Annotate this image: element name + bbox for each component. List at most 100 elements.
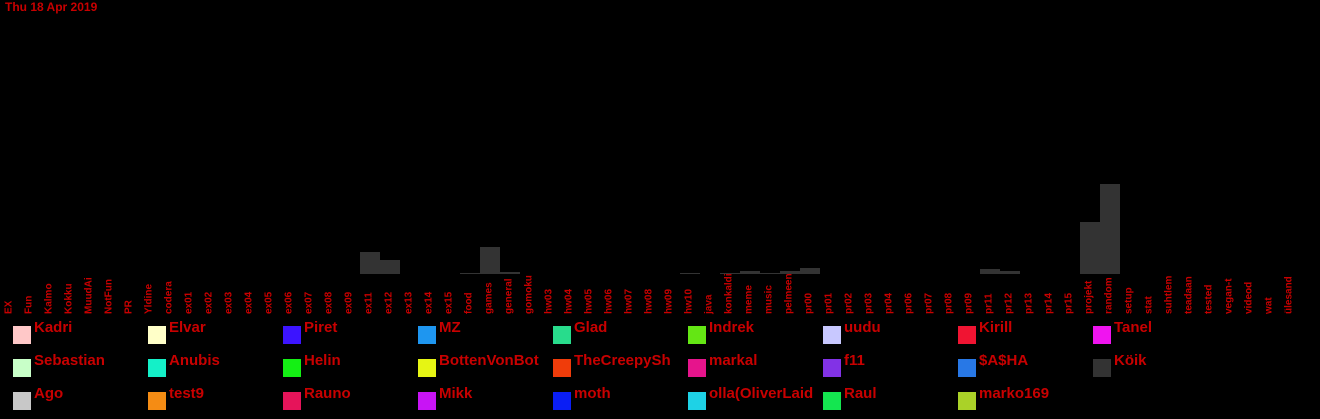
x-tick-label: general: [504, 278, 515, 314]
legend-label: Glad: [574, 319, 607, 336]
legend-swatch: [1093, 359, 1111, 377]
x-tick-label: NotFun: [104, 279, 115, 314]
legend-swatch: [823, 326, 841, 344]
x-tick-label: pr13: [1024, 292, 1035, 314]
legend-swatch: [688, 359, 706, 377]
legend-swatch: [823, 392, 841, 410]
legend-label: TheCreepySh: [574, 352, 671, 369]
x-tick-label: codera: [164, 281, 175, 314]
x-tick-label: pr09: [964, 292, 975, 314]
x-tick-label: stat: [1144, 296, 1155, 314]
x-tick-label: ex12: [384, 291, 395, 314]
x-tick-label: java: [704, 294, 715, 315]
legend-label: Tanel: [1114, 319, 1152, 336]
legend-swatch: [283, 359, 301, 377]
x-tick-label: ex06: [284, 291, 295, 314]
x-tick-label: hw10: [684, 289, 695, 314]
legend-label: $A$HA: [979, 352, 1028, 369]
x-tick-label: ex08: [324, 291, 335, 314]
x-tick-label: gomoku: [524, 275, 535, 314]
legend-label: Helin: [304, 352, 341, 369]
x-tick-label: ülesand: [1284, 276, 1295, 314]
legend-label: olla(OliverLaid: [709, 385, 813, 402]
x-tick-label: hw07: [624, 289, 635, 314]
legend-label: Indrek: [709, 319, 755, 336]
x-tick-label: ex02: [204, 291, 215, 314]
x-tick-label: Fun: [24, 296, 35, 314]
legend-swatch: [958, 359, 976, 377]
x-tick-label: random: [1104, 277, 1115, 314]
legend-label: test9: [169, 385, 204, 402]
x-tick-label: pr07: [924, 292, 935, 314]
legend-swatch: [688, 326, 706, 344]
x-tick-label: teadaan: [1184, 276, 1195, 314]
bar: [1080, 222, 1100, 274]
legend-label: Anubis: [169, 352, 220, 369]
x-tick-label: ex11: [364, 292, 375, 314]
x-tick-label: food: [464, 292, 475, 314]
bar: [360, 252, 380, 274]
x-tick-label: wat: [1264, 297, 1275, 315]
legend-swatch: [553, 392, 571, 410]
x-tick-label: vegan-t: [1224, 278, 1235, 314]
x-tick-label: ex05: [264, 291, 275, 314]
legend-label: f11: [844, 352, 865, 369]
legend-label: Ago: [34, 385, 63, 402]
x-tick-label: pr11: [984, 293, 995, 314]
x-tick-label: hw03: [544, 289, 555, 314]
x-tick-label: ex15: [444, 291, 455, 314]
legend-label: uudu: [844, 319, 881, 336]
x-tick-label: hw04: [564, 289, 575, 314]
x-tick-label: hw05: [584, 289, 595, 314]
x-tick-label: pr15: [1064, 292, 1075, 314]
x-tick-label: pr06: [904, 292, 915, 314]
legend-label: Kadri: [34, 319, 72, 336]
legend-swatch: [13, 326, 31, 344]
x-tick-label: games: [484, 282, 495, 314]
x-tick-label: PR: [124, 299, 135, 314]
bar: [800, 268, 820, 274]
x-tick-label: suhtlem: [1164, 276, 1175, 314]
legend-swatch: [553, 326, 571, 344]
x-tick-label: meme: [744, 285, 755, 314]
x-tick-label: ex13: [404, 291, 415, 314]
x-tick-label: ex07: [304, 291, 315, 314]
x-tick-label: ex01: [184, 291, 195, 314]
legend-label: Kirill: [979, 319, 1012, 336]
x-tick-label: pr00: [804, 292, 815, 314]
legend-label: markal: [709, 352, 757, 369]
legend-label: Piret: [304, 319, 337, 336]
x-tick-label: videod: [1244, 282, 1255, 314]
bar: [980, 269, 1000, 274]
x-tick-label: pr12: [1004, 292, 1015, 314]
x-tick-label: konkaldi: [724, 273, 735, 314]
legend-swatch: [148, 392, 166, 410]
legend-label: Mikk: [439, 385, 473, 402]
legend-swatch: [13, 359, 31, 377]
x-tick-label: ex03: [224, 291, 235, 314]
legend-label: Elvar: [169, 319, 206, 336]
x-tick-label: pr03: [864, 292, 875, 314]
legend-label: moth: [574, 385, 611, 402]
bar: [720, 273, 740, 274]
x-tick-label: Kokku: [64, 283, 75, 314]
x-tick-label: pr14: [1044, 292, 1055, 314]
legend-swatch: [688, 392, 706, 410]
x-tick-label: hw06: [604, 289, 615, 314]
legend-swatch: [418, 392, 436, 410]
bar: [480, 247, 500, 274]
bar: [740, 271, 760, 274]
legend-label: Köik: [1114, 352, 1147, 369]
x-tick-label: music: [764, 285, 775, 314]
bar: [460, 273, 480, 274]
bar: [680, 273, 700, 274]
legend-label: Raul: [844, 385, 877, 402]
x-tick-label: hw09: [664, 289, 675, 314]
x-tick-label: setup: [1124, 287, 1135, 314]
x-tick-label: MuudAi: [84, 277, 95, 314]
x-tick-label: projekt: [1084, 280, 1095, 314]
x-tick-label: pr02: [844, 292, 855, 314]
legend-swatch: [418, 359, 436, 377]
chart-title: Thu 18 Apr 2019: [5, 0, 98, 14]
